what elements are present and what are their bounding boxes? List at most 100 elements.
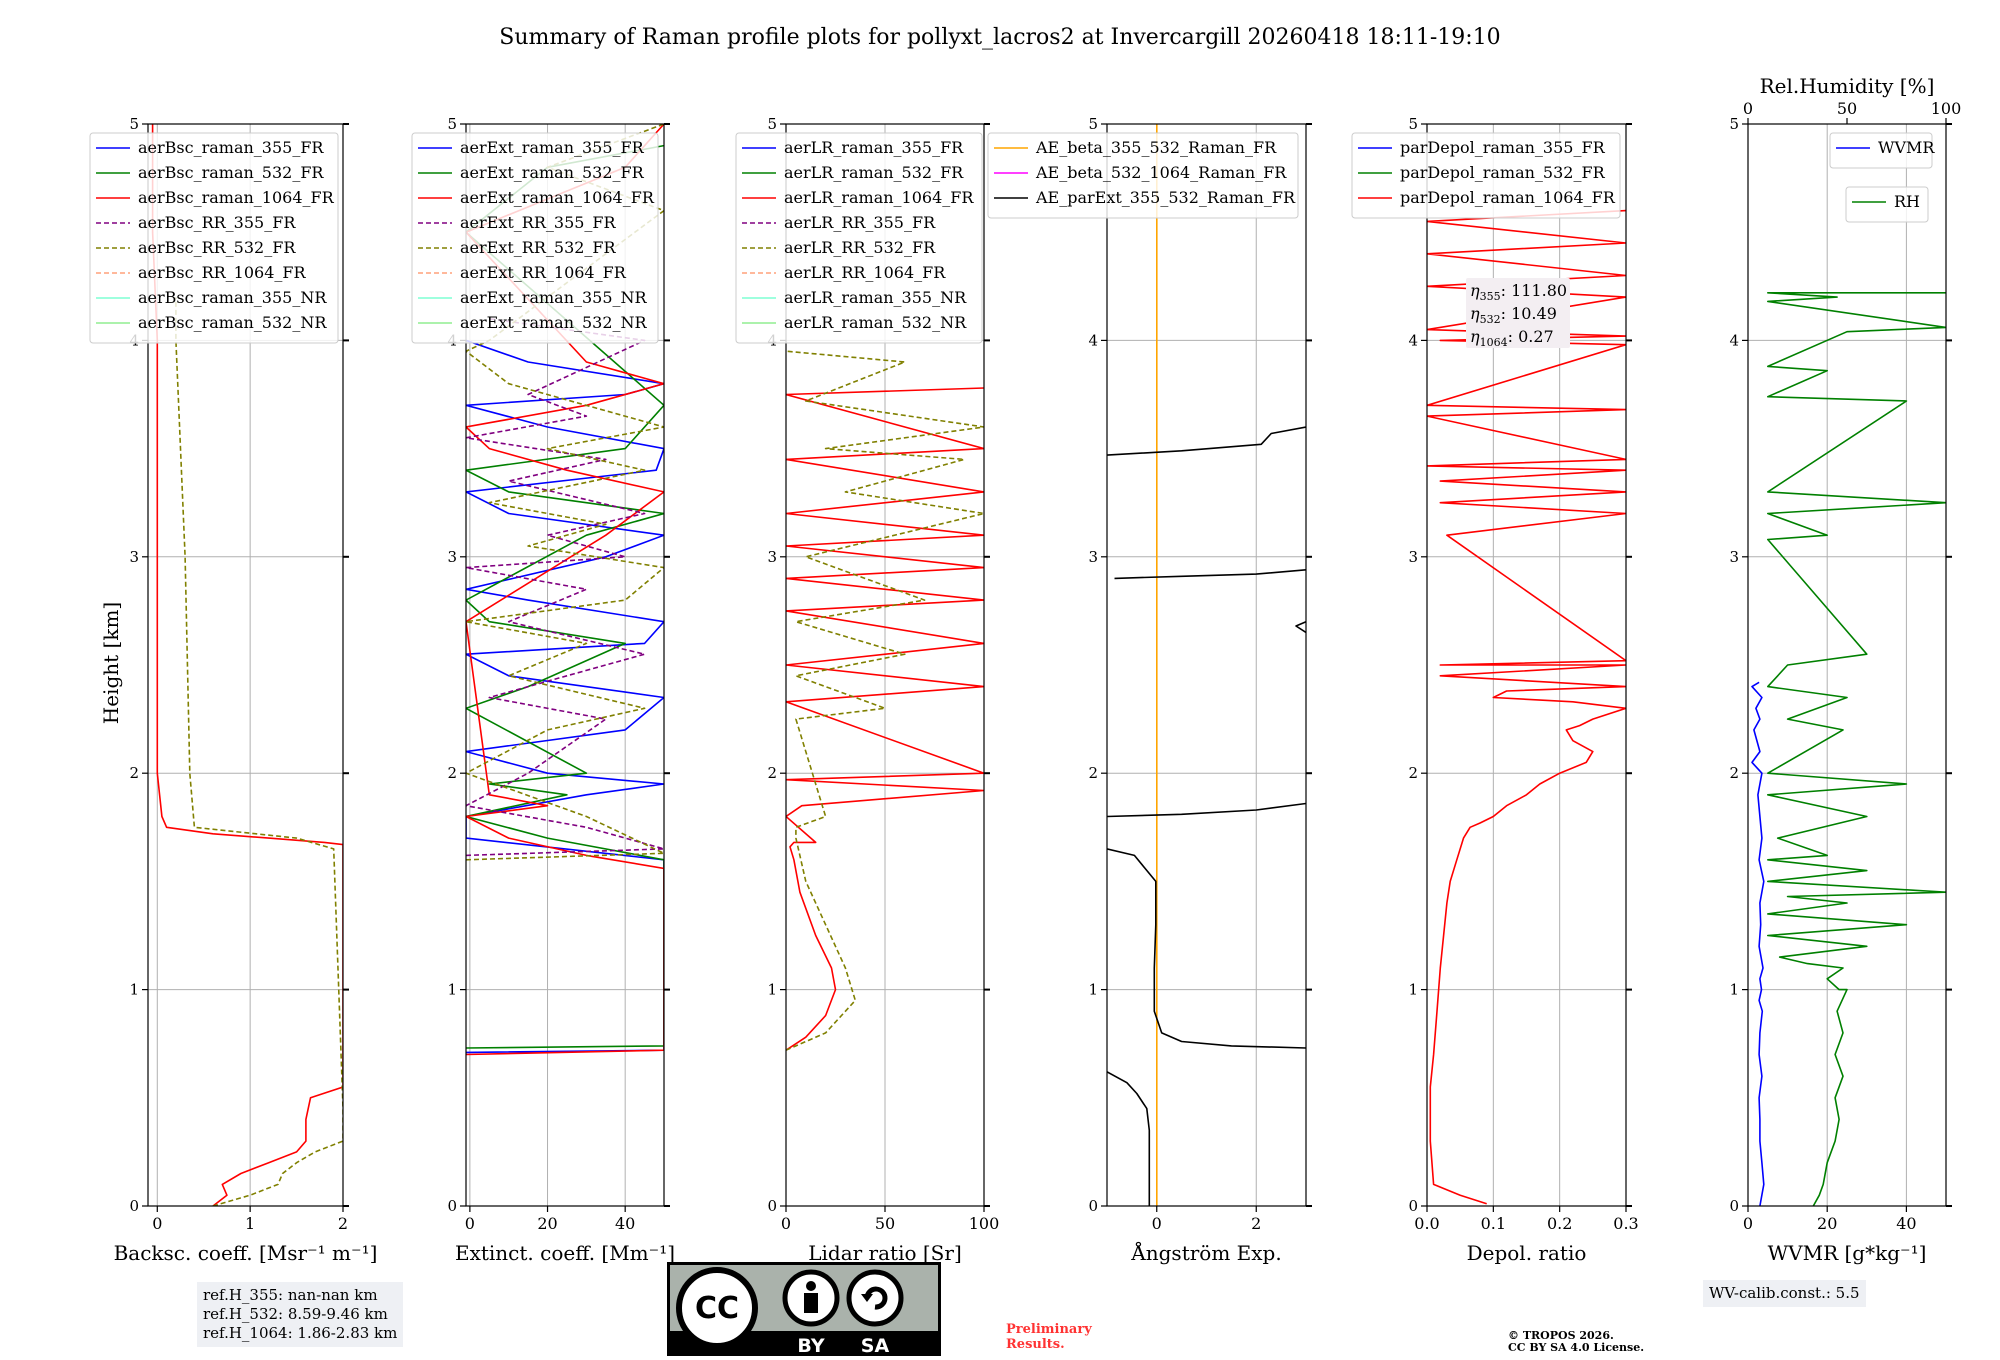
legend-entry: aerLR_raman_1064_FR bbox=[784, 188, 974, 207]
series-WVMR bbox=[1751, 681, 1765, 1206]
y-tick-label: 0 bbox=[767, 1197, 777, 1215]
x-tick-label: 40 bbox=[1896, 1214, 1916, 1233]
eta-annotation-box bbox=[1466, 278, 1570, 348]
copyright-line-1: © TROPOS 2026. bbox=[1508, 1329, 1614, 1342]
x-tick-label: 0 bbox=[1152, 1214, 1162, 1233]
x-axis-label-top: Rel.Humidity [%] bbox=[1760, 74, 1935, 98]
series-aerBsc_raman_1064_FR bbox=[151, 124, 343, 1206]
y-tick-label: 3 bbox=[1408, 548, 1418, 566]
legend-entry: aerExt_RR_1064_FR bbox=[460, 263, 627, 282]
x-axis-label: Backsc. coeff. [Msr⁻¹ m⁻¹] bbox=[114, 1241, 378, 1265]
legend: WVMR bbox=[1829, 132, 1935, 169]
ref-height-1064: ref.H_1064: 1.86-2.83 km bbox=[203, 1324, 398, 1342]
series-aerLR_RR_532_FR bbox=[786, 350, 984, 1051]
x-axis-label: Ångström Exp. bbox=[1130, 1240, 1281, 1265]
legend-entry: parDepol_raman_355_FR bbox=[1400, 138, 1606, 157]
cc-by-sa-license-badge: CC BY SA bbox=[667, 1262, 941, 1356]
y-tick-label: 0 bbox=[1088, 1197, 1098, 1215]
panel-bsc: 012345012Backsc. coeff. [Msr⁻¹ m⁻¹]aerBs… bbox=[89, 115, 378, 1265]
series-group bbox=[1751, 291, 1946, 1206]
legend-entry: aerExt_raman_1064_FR bbox=[460, 188, 655, 207]
legend: aerBsc_raman_355_FR aerBsc_raman_532_FRae… bbox=[89, 132, 339, 344]
legend-box bbox=[1845, 186, 1929, 223]
series-aerExt_raman_532_FR bbox=[466, 144, 664, 1049]
x-axis-label: Lidar ratio [Sr] bbox=[808, 1241, 962, 1265]
y-tick-label: 0 bbox=[447, 1197, 457, 1215]
legend-entry: aerLR_raman_355_FR bbox=[784, 138, 964, 157]
preliminary-line-2: Results. bbox=[1006, 1337, 1065, 1352]
y-tick-label: 3 bbox=[1729, 548, 1739, 566]
x-tick-label: 0 bbox=[152, 1214, 162, 1233]
x-tick-label-top: 50 bbox=[1837, 99, 1857, 118]
series-AE_parExt_355_532_Raman_FR bbox=[1114, 569, 1306, 580]
y-tick-label: 4 bbox=[1729, 331, 1739, 349]
legend-entry: aerExt_raman_355_NR bbox=[460, 288, 648, 307]
series-AE_parExt_355_532_Raman_FR bbox=[1295, 620, 1306, 634]
preliminary-note: Preliminary Results. bbox=[1006, 1322, 1092, 1352]
legend-entry: aerBsc_raman_532_NR bbox=[138, 313, 327, 332]
panel-depol: 0 1 2 3 4 5 0.0 0.1 0.2 0.3 Depol. ratio parDepol_r… bbox=[1351, 115, 1639, 1265]
x-axis-label: WVMR [g*kg⁻¹] bbox=[1768, 1241, 1927, 1265]
y-tick-label: 1 bbox=[129, 981, 139, 999]
by-label: BY bbox=[797, 1335, 824, 1356]
series-aerExt_RR_355_FR bbox=[466, 318, 664, 857]
x-tick-label: 100 bbox=[969, 1214, 1000, 1233]
y-axis-label: Height [km] bbox=[99, 602, 123, 724]
reference-height-box: ref.H_355: nan-nan km ref.H_532: 8.59-9.… bbox=[197, 1282, 404, 1347]
y-tick-label: 2 bbox=[1408, 764, 1418, 782]
x-tick-label: 0.2 bbox=[1547, 1214, 1572, 1233]
axes-frame bbox=[465, 123, 665, 1207]
legend-entry: aerExt_RR_532_FR bbox=[460, 238, 617, 257]
legend-box bbox=[1829, 132, 1933, 169]
x-axis-label: Extinct. coeff. [Mm⁻¹] bbox=[455, 1241, 675, 1265]
y-tick-label: 5 bbox=[1729, 115, 1739, 133]
series-AE_parExt_355_532_Raman_FR bbox=[1107, 1071, 1151, 1206]
axes-frame bbox=[1106, 123, 1307, 1207]
x-tick-label: 0.0 bbox=[1414, 1214, 1439, 1233]
axes-frame bbox=[1747, 123, 1947, 1207]
y-tick-label: 2 bbox=[767, 764, 777, 782]
y-tick-label: 0 bbox=[1408, 1197, 1418, 1215]
legend: parDepol_raman_355_FR parDepol_raman_532_… bbox=[1351, 132, 1621, 219]
x-tick-label-top: 0 bbox=[1743, 99, 1753, 118]
series-group bbox=[151, 124, 343, 1206]
wv-calibration-constant: WV-calib.const.: 5.5 bbox=[1709, 1284, 1860, 1302]
sa-icon bbox=[846, 1269, 904, 1327]
series-parDepol_raman_1064_FR bbox=[1427, 209, 1626, 1205]
y-tick-label: 3 bbox=[767, 548, 777, 566]
y-tick-label: 2 bbox=[1088, 764, 1098, 782]
legend-entry: aerBsc_raman_355_NR bbox=[138, 288, 327, 307]
legend-box bbox=[411, 132, 659, 344]
axes-frame bbox=[1426, 123, 1627, 1207]
x-tick-label: 0 bbox=[465, 1214, 475, 1233]
x-tick-label: 0 bbox=[1743, 1214, 1753, 1233]
y-tick-label: 3 bbox=[447, 548, 457, 566]
series-RH bbox=[1767, 291, 1946, 1206]
y-tick-label: 4 bbox=[1088, 331, 1098, 349]
y-tick-label: 1 bbox=[1088, 981, 1098, 999]
copyright-line-2: CC BY SA 4.0 License. bbox=[1508, 1341, 1645, 1354]
figure-title: Summary of Raman profile plots for polly… bbox=[499, 25, 1500, 50]
series-AE_parExt_355_532_Raman_FR bbox=[1107, 848, 1306, 1049]
x-tick-label: 0.1 bbox=[1481, 1214, 1506, 1233]
panel-ae: 0 1 2 3 4 5 0 2 Ångström Exp. AE_beta_355_532_Ram… bbox=[987, 115, 1312, 1265]
y-tick-label: 1 bbox=[1408, 981, 1418, 999]
legend-entry: aerLR_raman_532_NR bbox=[784, 313, 967, 332]
legend-entry: AE_beta_532_1064_Raman_FR bbox=[1035, 163, 1287, 182]
legend-entry: aerBsc_RR_355_FR bbox=[138, 213, 296, 232]
legend-entry: parDepol_raman_1064_FR bbox=[1400, 188, 1616, 207]
panel-ext: 01234502040Extinct. coeff. [Mm⁻¹]aerExt_… bbox=[411, 115, 675, 1265]
x-tick-label: 40 bbox=[615, 1214, 635, 1233]
x-tick-label: 0 bbox=[781, 1214, 791, 1233]
x-tick-label: 2 bbox=[338, 1214, 348, 1233]
x-tick-label: 20 bbox=[537, 1214, 557, 1233]
y-tick-label: 2 bbox=[447, 764, 457, 782]
eta-line: η355: 111.80 bbox=[1470, 281, 1567, 303]
x-tick-label: 0.3 bbox=[1613, 1214, 1638, 1233]
preliminary-line-1: Preliminary bbox=[1006, 1322, 1092, 1337]
legend-box bbox=[735, 132, 983, 344]
series-aerExt_RR_532_FR bbox=[466, 124, 664, 861]
cc-logo-text: CC bbox=[695, 1291, 739, 1326]
